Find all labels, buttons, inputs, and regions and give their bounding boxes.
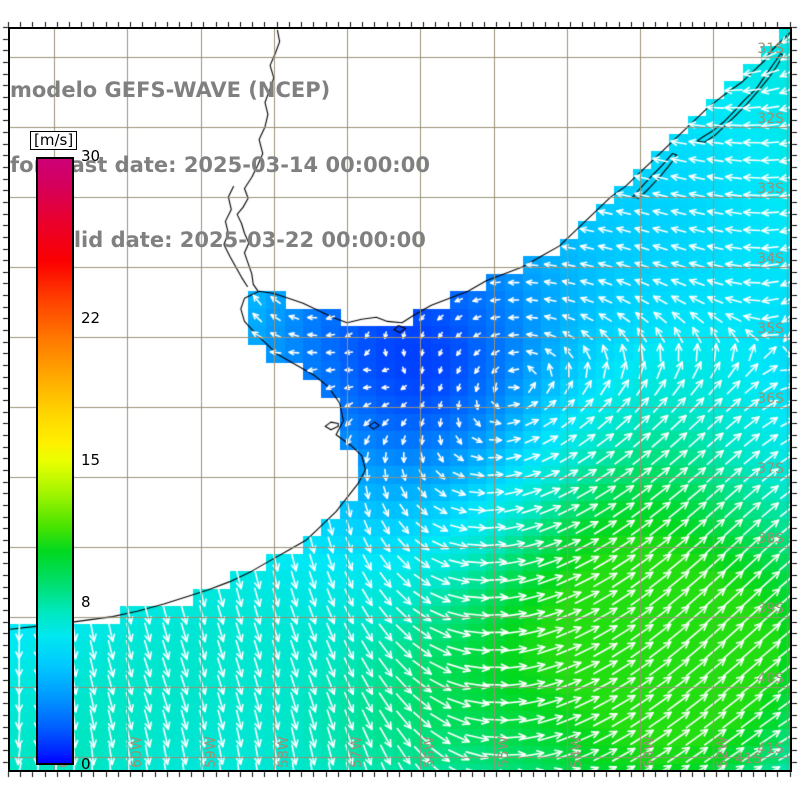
colorbar: [36, 157, 74, 765]
colorbar-tick-0: 0: [81, 755, 91, 773]
valid-date-line: valid date: 2025-03-22 00:00:00: [46, 228, 426, 252]
title-block: modelo GEFS-WAVE (NCEP) forecast date: 2…: [10, 28, 570, 303]
colorbar-gradient: [36, 157, 74, 765]
colorbar-unit-label: [m/s]: [30, 131, 78, 150]
colorbar-tick-8: 8: [81, 592, 91, 611]
model-title: modelo GEFS-WAVE (NCEP): [10, 78, 331, 102]
colorbar-tick-15: 15: [81, 451, 101, 469]
corner-lat-label: 41S: [735, 751, 762, 767]
lon-tick-label: 51W: [788, 736, 792, 768]
colorbar-tick-22: 22: [81, 309, 101, 328]
colorbar-tick-30: 30: [81, 147, 101, 165]
